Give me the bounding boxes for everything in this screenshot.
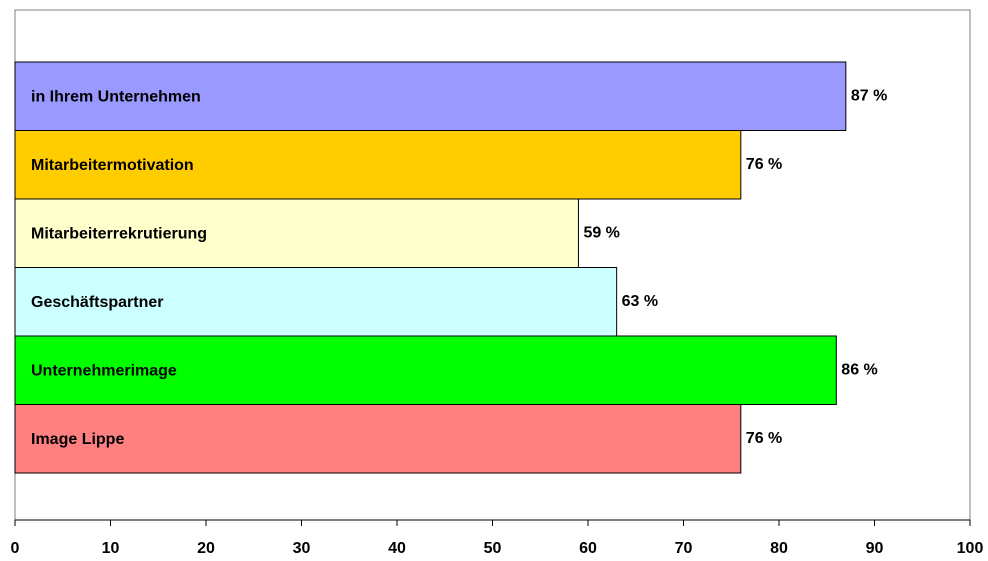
- bar-category-label: Unternehmerimage: [31, 362, 177, 379]
- bar-category-label: Geschäftspartner: [31, 294, 164, 311]
- bar-in-ihrem-unternehmen: [14, 61, 847, 131]
- bar-value-label: 76 %: [746, 430, 782, 447]
- bar-geschäftspartner: [14, 267, 618, 337]
- bar-unternehmerimage: [14, 335, 837, 405]
- x-tick-label: 50: [484, 540, 502, 557]
- bar-value-label: 63 %: [622, 293, 658, 310]
- bar-category-label: Mitarbeiterrekrutierung: [31, 225, 207, 242]
- bar-value-label: 87 %: [851, 87, 887, 104]
- bar-value-label: 86 %: [841, 361, 877, 378]
- x-tick-label: 70: [675, 540, 693, 557]
- bar-mitarbeiterrekrutierung: [14, 198, 579, 268]
- bar-mitarbeitermotivation: [14, 130, 742, 200]
- x-tick-label: 40: [388, 540, 406, 557]
- x-tick-label: 20: [197, 540, 215, 557]
- x-axis: 0 10 20 30 40 50 60 70 80 90 100: [11, 519, 984, 557]
- bar-value-label: 76 %: [746, 156, 782, 173]
- bar-value-label: 59 %: [583, 224, 619, 241]
- bar-category-label: in Ihrem Unternehmen: [31, 88, 201, 105]
- bar-category-label: Mitarbeitermotivation: [31, 157, 194, 174]
- x-tick-label: 10: [102, 540, 120, 557]
- x-tick-label: 80: [770, 540, 788, 557]
- x-tick-label: 100: [957, 540, 984, 557]
- bar-image-lippe: [14, 404, 742, 474]
- x-tick-label: 30: [293, 540, 311, 557]
- bars-group: in Ihrem Unternehmen 87 % Mitarbeitermotiv…: [14, 61, 887, 474]
- x-tick-label: 0: [11, 540, 20, 557]
- bar-category-label: Image Lippe: [31, 431, 124, 448]
- x-tick-label: 90: [866, 540, 884, 557]
- x-tick-label: 60: [579, 540, 597, 557]
